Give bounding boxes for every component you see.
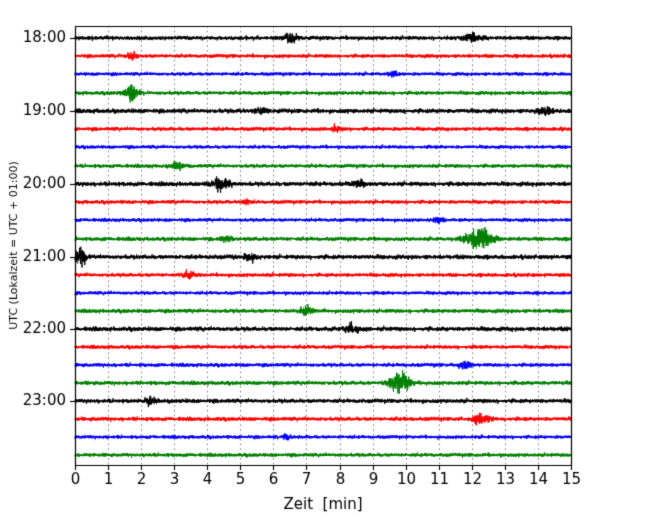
helicorder-plot-canvas: [0, 0, 650, 520]
seismogram-figure: Zeit [min] UTC (Lokalzeit = UTC + 01:00): [0, 0, 650, 520]
